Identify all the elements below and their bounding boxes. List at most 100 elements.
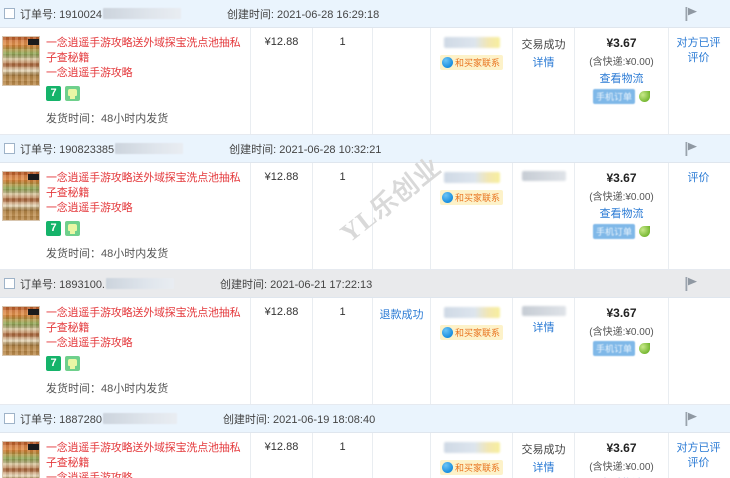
order-create-time: 创建时间: 2021-06-28 16:29:18 bbox=[226, 8, 380, 21]
buyer-cell: 和买家联系 bbox=[430, 433, 512, 478]
amount-cell: ¥3.67(含快递:¥0.00)查看物流手机订单 bbox=[574, 28, 668, 134]
flag-icon[interactable] bbox=[685, 142, 698, 156]
amount-cell: ¥3.67 (含快递:¥0.00) 手机订单 bbox=[574, 298, 668, 404]
product-thumbnail[interactable] bbox=[2, 306, 40, 356]
ship-time: 发货时间：48小时内发货 bbox=[46, 113, 169, 125]
order-select-checkbox[interactable] bbox=[4, 278, 15, 289]
buyer-cell: 和买家联系 bbox=[430, 163, 512, 269]
price-cell: ¥12.88 bbox=[250, 298, 312, 404]
buyer-cell: 和买家联系 bbox=[430, 298, 512, 404]
goods-cell: 一念逍遥手游攻略送外域探宝洗点池抽私子查秘籍 一念逍遥手游攻略 7 发货时间：48小时… bbox=[0, 28, 250, 134]
order-detail-link[interactable]: 详情 bbox=[532, 322, 555, 334]
contact-buyer-button[interactable]: 和买家联系 bbox=[439, 460, 503, 475]
order-row: 一念逍遥手游攻略送外域探宝洗点池抽私子查秘籍 一念逍遥手游攻略 7 发货时间：48小时… bbox=[0, 163, 730, 269]
order-no-masked bbox=[102, 412, 177, 424]
order-source-row: 手机订单 bbox=[579, 341, 664, 356]
refund-cell bbox=[372, 28, 430, 134]
price-cell: ¥12.88 bbox=[250, 28, 312, 134]
freight-insurance-icon bbox=[65, 356, 80, 371]
rating-cell bbox=[668, 298, 728, 404]
wangwang-icon bbox=[441, 192, 453, 203]
mobile-order-badge: 手机订单 bbox=[592, 224, 635, 239]
order-no-masked bbox=[115, 142, 184, 154]
refund-cell: 退款成功 bbox=[372, 298, 430, 404]
order-create-time: 创建时间: 2021-06-19 18:08:40 bbox=[222, 413, 376, 426]
contact-buyer-button[interactable]: 和买家联系 bbox=[439, 55, 503, 70]
order-detail-link[interactable]: 详情 bbox=[532, 57, 555, 69]
order-status: 交易成功 bbox=[521, 39, 566, 51]
status-cell: 详情 bbox=[512, 298, 574, 404]
quantity: 1 bbox=[339, 306, 346, 318]
actual-amount: ¥3.67 bbox=[606, 171, 637, 185]
order-header: 订单号: 190823385 创建时间: 2021-06-28 10:32:21 bbox=[0, 135, 730, 163]
contact-buyer-button[interactable]: 和买家联系 bbox=[439, 190, 503, 205]
ship-time: 发货时间：48小时内发货 bbox=[46, 248, 169, 260]
thumbnail-badge bbox=[28, 309, 39, 315]
contact-buyer-label: 和买家联系 bbox=[454, 193, 500, 203]
order-detail-link[interactable]: 详情 bbox=[532, 462, 555, 474]
product-thumbnail[interactable] bbox=[2, 171, 40, 221]
wangwang-icon bbox=[441, 57, 453, 68]
order-no-masked bbox=[106, 277, 174, 289]
order-source-row: 手机订单 bbox=[579, 224, 664, 239]
quantity-cell: 1 bbox=[312, 163, 372, 269]
order-select-checkbox[interactable] bbox=[4, 413, 15, 424]
order-status: 交易成功 bbox=[521, 444, 566, 456]
order-select-checkbox[interactable] bbox=[4, 8, 15, 19]
shipping-fee: (含快递:¥0.00) bbox=[589, 192, 654, 203]
flag-icon[interactable] bbox=[685, 277, 698, 291]
shipping-fee: (含快递:¥0.00) bbox=[589, 327, 654, 338]
order-block: 订单号: 1910024 创建时间: 2021-06-28 16:29:18 一念逍… bbox=[0, 0, 730, 135]
rating-status: 对方已评 bbox=[676, 37, 721, 49]
product-title-line2[interactable]: 一念逍遥手游攻略 bbox=[46, 67, 133, 79]
rating-cell: 评价 bbox=[668, 163, 728, 269]
flag-icon[interactable] bbox=[685, 7, 698, 21]
goods-cell: 一念逍遥手游攻略送外域探宝洗点池抽私子查秘籍 一念逍遥手游攻略 7 发货时间：48小时… bbox=[0, 163, 250, 269]
wangwang-icon bbox=[441, 462, 453, 473]
contact-buyer-label: 和买家联系 bbox=[454, 58, 500, 68]
order-header: 订单号: 1887280 创建时间: 2021-06-19 18:08:40 bbox=[0, 405, 730, 433]
goods-info: 一念逍遥手游攻略送外域探宝洗点池抽私子查秘籍 一念逍遥手游攻略 7 发货时间：48小时… bbox=[46, 36, 246, 126]
view-logistics-link[interactable]: 查看物流 bbox=[599, 73, 644, 85]
order-select-checkbox[interactable] bbox=[4, 143, 15, 154]
product-thumbnail[interactable] bbox=[2, 36, 40, 86]
quantity: 1 bbox=[339, 171, 346, 183]
quantity-cell: 1 bbox=[312, 433, 372, 478]
unit-price: ¥12.88 bbox=[264, 441, 299, 453]
product-title-line2[interactable]: 一念逍遥手游攻略 bbox=[46, 202, 133, 214]
rating-cell: 对方已评 评价 bbox=[668, 433, 728, 478]
contact-buyer-button[interactable]: 和买家联系 bbox=[439, 325, 503, 340]
refund-status[interactable]: 退款成功 bbox=[379, 309, 424, 321]
price-cell: ¥12.88 bbox=[250, 433, 312, 478]
buyer-name-masked bbox=[443, 442, 500, 453]
order-row: 一念逍遥手游攻略送外域探宝洗点池抽私子查秘籍 一念逍遥手游攻略 7 发货时间：48小时… bbox=[0, 28, 730, 134]
product-title-line1[interactable]: 一念逍遥手游攻略送外域探宝洗点池抽私子查秘籍 bbox=[46, 172, 241, 199]
product-title-line1[interactable]: 一念逍遥手游攻略送外域探宝洗点池抽私子查秘籍 bbox=[46, 442, 241, 469]
contact-buyer-label: 和买家联系 bbox=[454, 328, 500, 338]
rate-link[interactable]: 评价 bbox=[687, 52, 710, 64]
product-thumbnail[interactable] bbox=[2, 441, 40, 478]
rate-link[interactable]: 评价 bbox=[687, 172, 710, 184]
flag-icon[interactable] bbox=[685, 412, 698, 426]
view-logistics-link[interactable]: 查看物流 bbox=[599, 208, 644, 220]
product-title-line2[interactable]: 一念逍遥手游攻略 bbox=[46, 472, 133, 478]
order-row: 一念逍遥手游攻略送外域探宝洗点池抽私子查秘籍一念逍遥手游攻略7¥12.881和买… bbox=[0, 433, 730, 478]
rate-link[interactable]: 评价 bbox=[687, 457, 710, 469]
order-no-label: 订单号: 1893100. bbox=[20, 276, 174, 292]
actual-amount: ¥3.67 bbox=[606, 36, 637, 50]
quantity-cell: 1 bbox=[312, 28, 372, 134]
product-title-line1[interactable]: 一念逍遥手游攻略送外域探宝洗点池抽私子查秘籍 bbox=[46, 37, 241, 64]
product-title-line2[interactable]: 一念逍遥手游攻略 bbox=[46, 337, 133, 349]
order-create-time: 创建时间: 2021-06-28 10:32:21 bbox=[229, 143, 382, 156]
thumbnail-badge bbox=[28, 444, 39, 450]
order-row: 一念逍遥手游攻略送外域探宝洗点池抽私子查秘籍 一念逍遥手游攻略 7 发货时间：48小时… bbox=[0, 298, 730, 404]
buyer-name-masked bbox=[443, 37, 500, 48]
wangwang-icon bbox=[441, 327, 453, 338]
product-title-line1[interactable]: 一念逍遥手游攻略送外域探宝洗点池抽私子查秘籍 bbox=[46, 307, 241, 334]
thumbnail-badge bbox=[28, 174, 39, 180]
